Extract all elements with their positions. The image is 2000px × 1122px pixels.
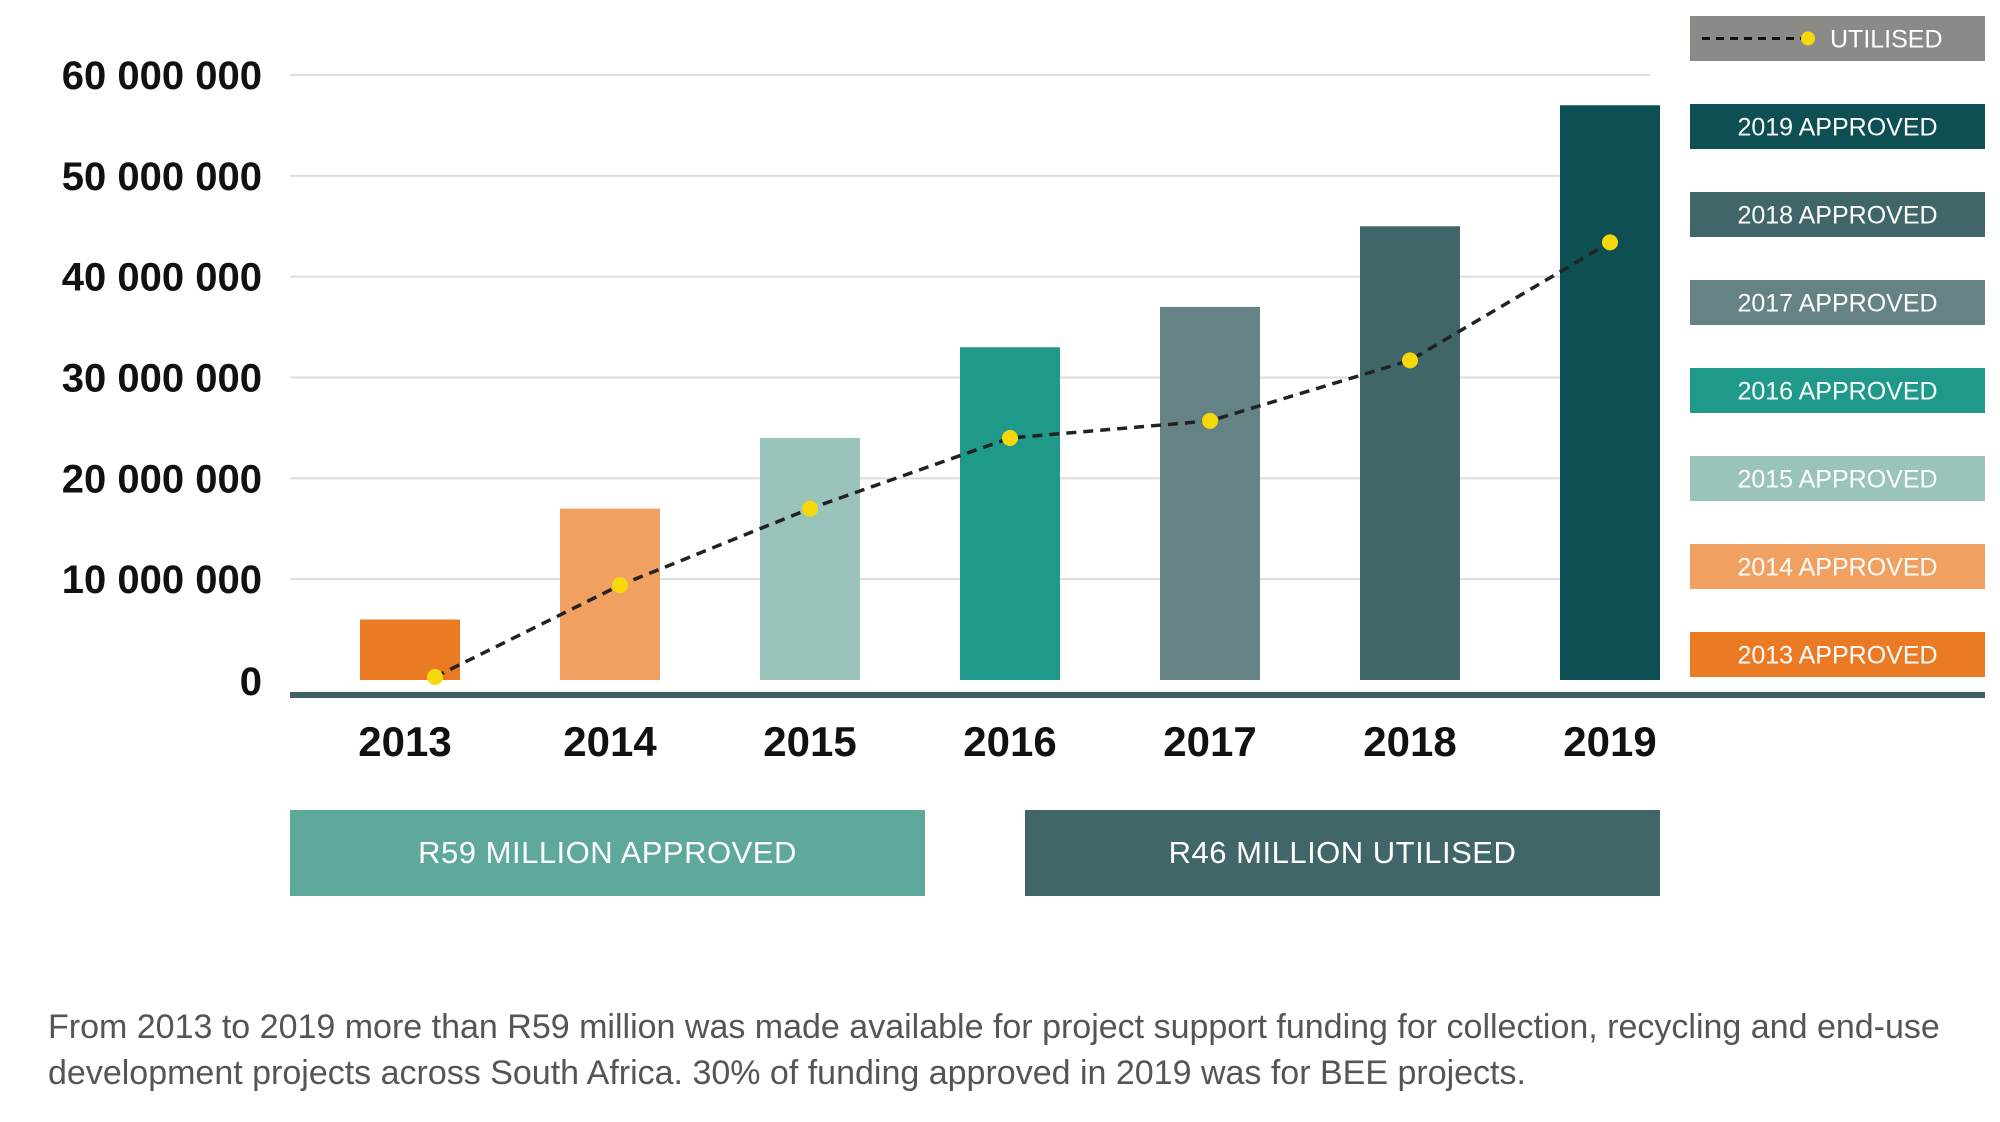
summary-approved-box: R59 MILLION APPROVED	[290, 810, 925, 896]
bar-2013	[360, 619, 460, 680]
utilised-point-2019	[1602, 234, 1618, 251]
y-tick-label: 10 000 000	[62, 558, 262, 602]
x-tick-label: 2015	[763, 718, 856, 765]
legend-label: 2019 APPROVED	[1737, 114, 1937, 142]
x-tick-label: 2019	[1563, 718, 1656, 765]
legend: UTILISED 2019 APPROVED 2018 APPROVED 2017 A…	[1690, 16, 1985, 677]
bar-2018	[1360, 226, 1460, 680]
legend-label: 2013 APPROVED	[1737, 642, 1937, 670]
legend-label: 2017 APPROVED	[1737, 290, 1937, 318]
bar-2015	[760, 438, 860, 680]
y-tick-label: 30 000 000	[62, 357, 262, 401]
utilised-point-2015	[802, 500, 818, 517]
y-tick-label: 40 000 000	[62, 256, 262, 300]
utilised-point-2017	[1202, 412, 1218, 429]
x-tick-label: 2018	[1363, 718, 1456, 765]
y-tick-label: 20 000 000	[62, 457, 262, 501]
y-tick-label: 60 000 000	[62, 54, 262, 98]
legend-swatch	[1690, 104, 1985, 149]
x-axis	[290, 692, 1985, 698]
caption: From 2013 to 2019 more than R59 million …	[48, 1008, 1940, 1092]
x-tick-label: 2013	[358, 718, 451, 765]
utilised-point-2013	[427, 668, 443, 685]
legend-label: 2014 APPROVED	[1737, 554, 1937, 582]
legend-swatch	[1690, 368, 1985, 413]
utilised-point-2016	[1002, 430, 1018, 446]
x-axis-tick-labels: 2013 2014 2015 2016 2017 2018 2019	[358, 718, 1656, 765]
legend-label: 2018 APPROVED	[1737, 202, 1937, 230]
x-tick-label: 2017	[1163, 718, 1256, 765]
legend-label: 2015 APPROVED	[1737, 466, 1937, 494]
utilised-line	[427, 234, 1618, 685]
legend-swatch	[1690, 280, 1985, 325]
legend-swatch	[1690, 544, 1985, 589]
y-tick-label: 0	[240, 660, 262, 704]
approved-bars	[360, 105, 1660, 680]
legend-swatch	[1690, 632, 1985, 677]
utilised-point-2018	[1402, 352, 1418, 369]
utilised-point-2014	[612, 577, 628, 594]
legend-label: UTILISED	[1830, 26, 1943, 54]
x-tick-label: 2016	[963, 718, 1056, 765]
y-tick-label: 50 000 000	[62, 155, 262, 199]
y-axis-tick-labels: 0 10 000 000 20 000 000 30 000 000 40 000 00…	[62, 54, 262, 704]
bar-2016	[960, 347, 1060, 680]
legend-swatch	[1690, 16, 1985, 61]
bar-2019	[1560, 105, 1660, 680]
legend-marker-sample	[1801, 31, 1815, 46]
legend-label: 2016 APPROVED	[1737, 378, 1937, 406]
x-axis-line	[290, 692, 1985, 698]
funding-chart: 0 10 000 000 20 000 000 30 000 000 40 000 00…	[62, 16, 1985, 765]
bar-2017	[1160, 306, 1260, 680]
legend-swatch	[1690, 456, 1985, 501]
legend-swatch	[1690, 192, 1985, 237]
bar-2014	[560, 508, 660, 680]
x-tick-label: 2014	[563, 718, 657, 765]
summary-utilised-box: R46 MILLION UTILISED	[1025, 810, 1660, 896]
